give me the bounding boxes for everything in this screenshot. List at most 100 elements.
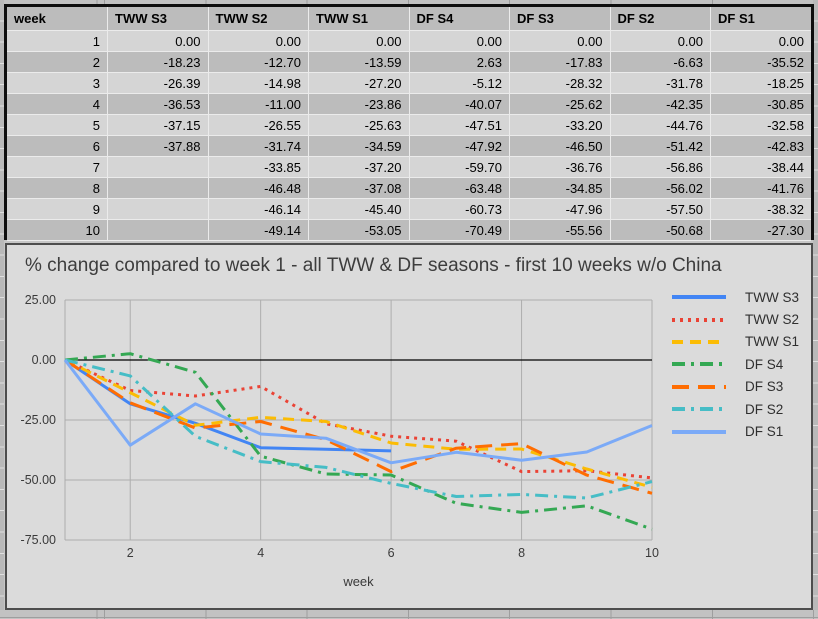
column-header[interactable]: DF S4 — [409, 7, 510, 31]
table-cell[interactable]: -46.14 — [208, 198, 309, 220]
table-cell[interactable]: -27.30 — [710, 219, 811, 241]
column-header[interactable]: DF S1 — [710, 7, 811, 31]
table-cell[interactable]: -59.70 — [409, 156, 510, 178]
table-cell[interactable]: -55.56 — [509, 219, 611, 241]
table-cell[interactable]: 4 — [7, 93, 108, 115]
table-cell[interactable]: -31.78 — [610, 72, 711, 94]
table-cell[interactable]: -37.15 — [107, 114, 209, 136]
table-row: 6 -37.88 -31.74 -34.59 -47.92 -46.50 -51.42 -42… — [7, 135, 811, 157]
table-cell[interactable]: 0.00 — [509, 30, 611, 52]
table-cell[interactable]: -17.83 — [509, 51, 611, 73]
table-cell[interactable]: -30.85 — [710, 93, 811, 115]
table-cell[interactable]: -57.50 — [610, 198, 711, 220]
table-cell[interactable]: 0.00 — [610, 30, 711, 52]
table-cell[interactable]: 1 — [7, 30, 108, 52]
spreadsheet-gridlines-left — [0, 0, 4, 619]
table-cell[interactable]: 0.00 — [208, 30, 309, 52]
table-cell[interactable]: -13.59 — [308, 51, 410, 73]
table-cell[interactable]: -23.86 — [308, 93, 410, 115]
table-cell[interactable]: -18.23 — [107, 51, 209, 73]
table-cell[interactable]: 0.00 — [710, 30, 811, 52]
table-cell[interactable]: -32.58 — [710, 114, 811, 136]
chart-object[interactable]: % change compared to week 1 - all TWW & … — [5, 243, 813, 610]
table-cell[interactable]: -11.00 — [208, 93, 309, 115]
table-cell[interactable]: 8 — [7, 177, 108, 199]
table-cell[interactable]: -47.96 — [509, 198, 611, 220]
table-cell[interactable]: -6.63 — [610, 51, 711, 73]
table-cell[interactable]: -42.83 — [710, 135, 811, 157]
table-cell[interactable]: -33.20 — [509, 114, 611, 136]
table-cell[interactable]: -56.86 — [610, 156, 711, 178]
table-cell[interactable]: 9 — [7, 198, 108, 220]
table-cell[interactable]: -38.32 — [710, 198, 811, 220]
y-tick-label: -75.00 — [21, 533, 56, 547]
table-cell[interactable]: 3 — [7, 72, 108, 94]
table-cell[interactable]: 2 — [7, 51, 108, 73]
table-cell[interactable] — [107, 177, 209, 199]
table-cell[interactable]: -47.92 — [409, 135, 510, 157]
table-cell[interactable]: 7 — [7, 156, 108, 178]
table-cell[interactable]: -60.73 — [409, 198, 510, 220]
column-header[interactable]: TWW S1 — [308, 7, 410, 31]
table-cell[interactable]: -36.76 — [509, 156, 611, 178]
table-cell[interactable]: -25.63 — [308, 114, 410, 136]
table-cell[interactable]: -26.55 — [208, 114, 309, 136]
table-cell[interactable]: -37.88 — [107, 135, 209, 157]
table-cell[interactable]: -38.44 — [710, 156, 811, 178]
table-cell[interactable]: -40.07 — [409, 93, 510, 115]
table-cell[interactable]: -44.76 — [610, 114, 711, 136]
table-cell[interactable]: -31.74 — [208, 135, 309, 157]
table-cell[interactable]: -46.50 — [509, 135, 611, 157]
table-cell[interactable]: -53.05 — [308, 219, 410, 241]
table-cell[interactable]: 5 — [7, 114, 108, 136]
table-row: 4 -36.53 -11.00 -23.86 -40.07 -25.62 -42.35 -30… — [7, 93, 811, 115]
table-cell[interactable]: -12.70 — [208, 51, 309, 73]
table-cell[interactable]: -45.40 — [308, 198, 410, 220]
table-cell[interactable]: -37.08 — [308, 177, 410, 199]
table-cell[interactable]: -50.68 — [610, 219, 711, 241]
column-header[interactable]: DF S3 — [509, 7, 611, 31]
x-tick-label: 4 — [257, 546, 264, 560]
column-header[interactable]: TWW S2 — [208, 7, 309, 31]
table-cell[interactable]: -49.14 — [208, 219, 309, 241]
table-cell[interactable]: -18.25 — [710, 72, 811, 94]
table-cell[interactable] — [107, 156, 209, 178]
table-cell[interactable]: -56.02 — [610, 177, 711, 199]
table-cell[interactable]: 0.00 — [409, 30, 510, 52]
table-cell[interactable]: 0.00 — [107, 30, 209, 52]
table-cell[interactable]: -5.12 — [409, 72, 510, 94]
table-cell[interactable]: -28.32 — [509, 72, 611, 94]
table-cell[interactable]: -33.85 — [208, 156, 309, 178]
table-cell[interactable]: -36.53 — [107, 93, 209, 115]
series-line-tww-s2 — [64, 358, 653, 480]
table-cell[interactable]: -51.42 — [610, 135, 711, 157]
table-cell[interactable]: -14.98 — [208, 72, 309, 94]
table-cell[interactable]: -34.59 — [308, 135, 410, 157]
table-row: 5 -37.15 -26.55 -25.63 -47.51 -33.20 -44.76 -32… — [7, 114, 811, 136]
table-cell[interactable]: -47.51 — [409, 114, 510, 136]
table-row: 9 -46.14 -45.40 -60.73 -47.96 -57.50 -38.32 — [7, 198, 811, 220]
table-cell[interactable]: 10 — [7, 219, 108, 241]
table-cell[interactable]: -27.20 — [308, 72, 410, 94]
table-cell[interactable]: -63.48 — [409, 177, 510, 199]
series-line-df-s3 — [64, 358, 653, 495]
table-cell[interactable]: -26.39 — [107, 72, 209, 94]
table-cell[interactable]: 6 — [7, 135, 108, 157]
table-cell[interactable]: -37.20 — [308, 156, 410, 178]
table-cell[interactable]: -41.76 — [710, 177, 811, 199]
table-cell[interactable]: -70.49 — [409, 219, 510, 241]
series-line-tww-s1 — [64, 358, 653, 489]
table-cell[interactable]: -34.85 — [509, 177, 611, 199]
table-cell[interactable]: 2.63 — [409, 51, 510, 73]
table-cell[interactable] — [107, 219, 209, 241]
column-header[interactable]: TWW S3 — [107, 7, 209, 31]
column-header[interactable]: DF S2 — [610, 7, 711, 31]
table-cell[interactable]: -25.62 — [509, 93, 611, 115]
legend-label: TWW S3 — [745, 289, 799, 305]
column-header[interactable]: week — [7, 7, 108, 31]
table-cell[interactable]: -46.48 — [208, 177, 309, 199]
table-cell[interactable] — [107, 198, 209, 220]
table-cell[interactable]: 0.00 — [308, 30, 410, 52]
table-cell[interactable]: -35.52 — [710, 51, 811, 73]
table-cell[interactable]: -42.35 — [610, 93, 711, 115]
